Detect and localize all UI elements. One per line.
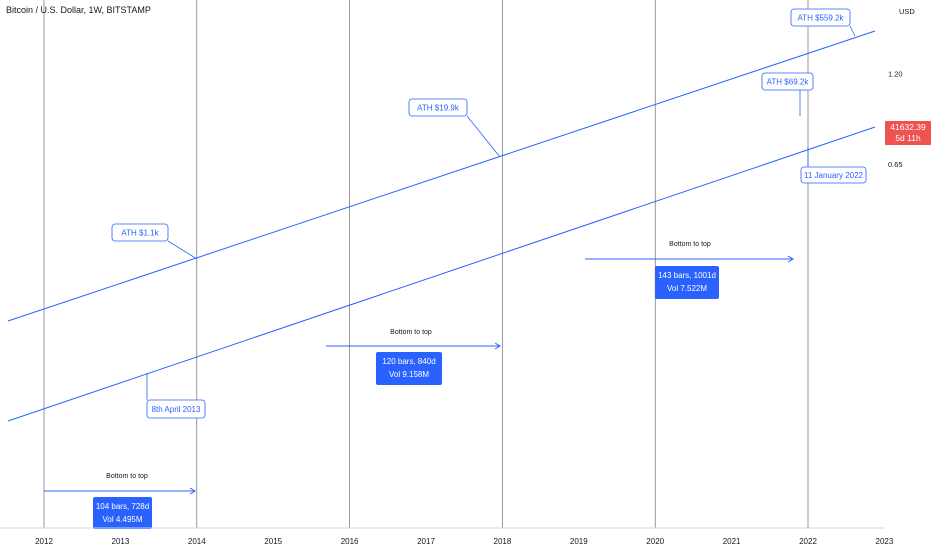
trend-channel [7, 30, 876, 422]
range-arrow-head [494, 342, 501, 350]
x-tick-label: 2014 [188, 537, 206, 546]
callout-text: 8th April 2013 [152, 405, 201, 414]
callout-text: ATH $559.2k [797, 14, 844, 23]
y-tick-label: 1.20 [888, 69, 903, 78]
callout-box [408, 98, 468, 117]
chart-title: Bitcoin / U.S. Dollar, 1W, BITSTAMP [6, 5, 151, 15]
range-stats-box [376, 352, 442, 385]
range-volume: Vol 9.158M [389, 370, 429, 379]
x-tick-label: 2017 [417, 537, 435, 546]
y-axis-currency: USD [899, 7, 915, 16]
callout-box [111, 223, 169, 242]
range-arrow-head [787, 255, 794, 263]
x-tick-label: 2020 [646, 537, 664, 546]
last-price: 41632.39 [890, 122, 926, 132]
range-volume: Vol 4.495M [102, 515, 142, 524]
callout-box [800, 166, 867, 184]
y-tick-label: 0.65 [888, 160, 903, 169]
x-tick-label: 2023 [876, 537, 894, 546]
range-bars: 104 bars, 728d [96, 502, 149, 511]
range-stats-box [93, 497, 152, 529]
callout-pointer [849, 25, 856, 37]
x-tick-label: 2013 [112, 537, 130, 546]
x-tick-label: 2015 [264, 537, 282, 546]
annotations: ATH $1.1k ATH $19.9k ATH $69.2k ATH $559.2k… [111, 8, 867, 419]
callout-box [146, 399, 206, 419]
x-tick-label: 2019 [570, 537, 588, 546]
x-tick-label: 2016 [341, 537, 359, 546]
callout-text: 11 January 2022 [804, 171, 864, 180]
range-label: Bottom to top [669, 241, 711, 248]
x-tick-label: 2018 [494, 537, 512, 546]
range-measurements: Bottom to top 104 bars, 728d Vol 4.495M Bot… [44, 241, 794, 529]
bar-countdown: 5d 11h [895, 133, 921, 143]
last-price-badge: 41632.39 5d 11h [885, 121, 931, 145]
callout-box [761, 72, 814, 91]
callout-pointer [167, 240, 198, 260]
range-label: Bottom to top [390, 329, 432, 336]
channel-lower-line [7, 126, 876, 422]
range-stats-box [655, 266, 719, 299]
callout-text: ATH $69.2k [767, 78, 810, 87]
range-arrow-head [189, 487, 196, 495]
callout-pointer [466, 115, 501, 158]
axes: 2012 2013 2014 2015 2016 2017 2018 2019 2020 2021… [0, 7, 915, 546]
x-tick-label: 2012 [35, 537, 53, 546]
range-bars: 120 bars, 840d [382, 357, 435, 366]
range-volume: Vol 7.522M [667, 284, 707, 293]
year-gridlines [43, 0, 809, 528]
x-tick-label: 2022 [799, 537, 817, 546]
x-tick-label: 2021 [723, 537, 741, 546]
range-label: Bottom to top [106, 473, 148, 480]
callout-box [790, 8, 851, 27]
callout-text: ATH $1.1k [121, 229, 159, 238]
callout-text: ATH $19.9k [417, 104, 460, 113]
channel-upper-line [7, 30, 876, 322]
range-bars: 143 bars, 1001d [658, 271, 716, 280]
